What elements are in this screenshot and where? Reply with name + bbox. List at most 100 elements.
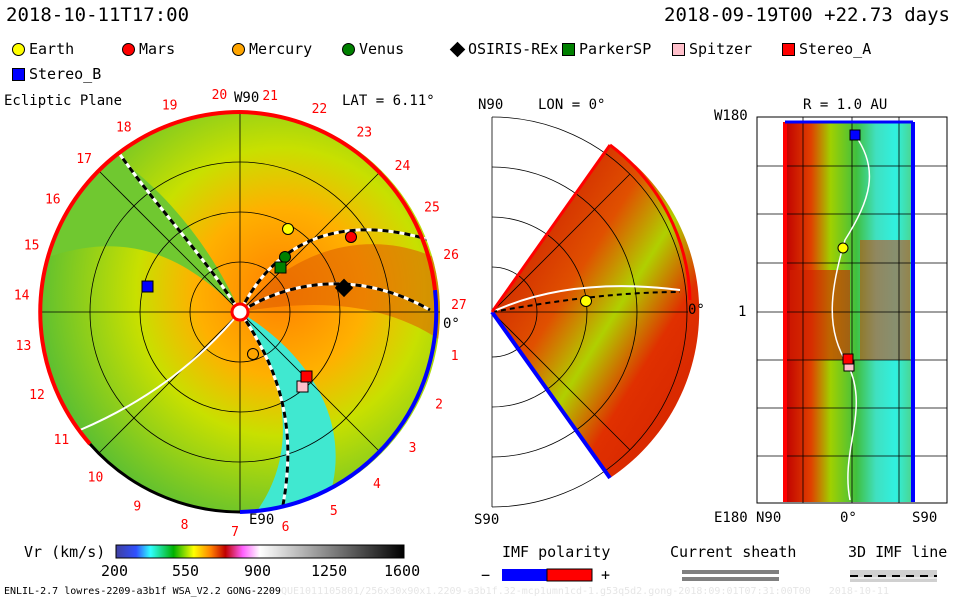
legend-item-spitzer: Spitzer: [672, 40, 752, 58]
earth-marker-meridional: [580, 295, 592, 307]
carrington-label: 13: [16, 339, 32, 354]
legend-label: Spitzer: [689, 40, 753, 58]
imf-positive-swatch: [546, 568, 593, 582]
legend-item-mars: Mars: [122, 40, 175, 58]
earth-marker: [282, 223, 294, 235]
colorbar-tick: 900: [244, 562, 272, 580]
legend-item-venus: Venus: [342, 40, 404, 58]
colorbar-label: Vr (km/s): [24, 543, 106, 561]
colorbar-tick: 550: [172, 562, 200, 580]
carrington-label: 22: [312, 102, 328, 117]
current-sheath-label: Current sheath: [670, 543, 797, 561]
slow-wind-region: [240, 312, 336, 512]
radial-x-mid: 0°: [840, 510, 857, 526]
simulation-time: 2018-10-11T17:00: [6, 4, 190, 26]
radial-mid-label: 1: [738, 304, 747, 320]
venus-marker: [279, 251, 291, 263]
stereo-a-marker-radial: [842, 353, 854, 365]
mercury-marker: [247, 348, 259, 360]
run-id: QUE1011105801/256x30x90x1.2209-a3b1f.32-…: [280, 586, 811, 597]
carrington-label: 15: [24, 239, 40, 254]
carrington-label: 16: [45, 192, 61, 207]
ecliptic-bottom-label: E90: [249, 512, 275, 528]
stereo-a-marker: [300, 370, 313, 383]
model-string: ENLIL-2.7 lowres-2209-a3b1f WSA_V2.2 GON…: [4, 586, 281, 597]
legend-label: Mars: [139, 40, 176, 58]
radial-x-right: S90: [912, 510, 938, 526]
radial-x-left: N90: [756, 510, 782, 526]
colorbar-tick: 1250: [311, 562, 348, 580]
legend-item-parkersp: ParkerSP: [562, 40, 651, 58]
legend-label: Venus: [359, 40, 405, 58]
ecliptic-title: Ecliptic Plane: [4, 93, 123, 109]
carrington-label: 3: [409, 441, 417, 456]
circle-icon: [342, 42, 355, 56]
carrington-label: 18: [116, 120, 132, 135]
radial-top-label: W180: [714, 108, 748, 124]
mars-marker: [345, 231, 357, 243]
parkersp-marker: [274, 261, 287, 274]
square-icon: [12, 67, 25, 81]
ecliptic-top-label: W90: [234, 90, 260, 106]
stereo-b-marker-radial: [849, 129, 861, 141]
legend-item-mercury: Mercury: [232, 40, 312, 58]
carrington-label: 10: [88, 471, 104, 486]
ecliptic-lat: LAT = 6.11°: [342, 93, 435, 109]
radial-bottom-label: E180: [714, 510, 748, 526]
carrington-label: 2: [435, 397, 443, 412]
square-icon: [672, 42, 685, 56]
carrington-label: 4: [373, 477, 381, 492]
ecliptic-right-label: 0°: [443, 316, 460, 332]
carrington-label: 5: [330, 504, 338, 519]
carrington-label: 14: [14, 288, 30, 303]
radial-title: R = 1.0 AU: [803, 97, 888, 113]
legend-item-earth: Earth: [12, 40, 74, 58]
footer-date: 2018-10-11: [828, 586, 889, 597]
negative-polarity-arc: [239, 289, 439, 514]
legend-label: Stereo_B: [29, 65, 102, 83]
carrington-label: 24: [395, 159, 411, 174]
carrington-label: 1: [451, 349, 459, 364]
meridional-right-label: 0°: [688, 302, 705, 318]
carrington-label: 26: [443, 248, 459, 263]
legend-label: OSIRIS-REx: [468, 40, 559, 58]
run-time: 2018-09-19T00 +22.73 days: [664, 4, 950, 26]
carrington-label: 23: [356, 126, 372, 141]
legend-item-osiris-rex: OSIRIS-REx: [449, 40, 559, 58]
carrington-label: 9: [133, 499, 141, 514]
square-icon: [782, 42, 795, 56]
circle-icon: [122, 42, 135, 56]
velocity-colorbar: [115, 544, 405, 559]
earth-marker-radial: [837, 242, 849, 254]
carrington-label: 21: [262, 89, 278, 104]
imf-negative-swatch: [502, 569, 547, 581]
legend-label: Mercury: [249, 40, 313, 58]
current-sheath-lines: [79, 139, 431, 512]
model-info: ENLIL-2.7 lowres-2209-a3b1f WSA_V2.2 GON…: [4, 586, 889, 597]
osiris-rex-marker: [334, 278, 354, 298]
legend-label: Earth: [29, 40, 75, 58]
carrington-label: 20: [212, 88, 228, 103]
carrington-label: 27: [451, 298, 467, 313]
legend-label: Stereo_A: [799, 40, 872, 58]
meridional-lon: LON = 0°: [538, 97, 606, 113]
carrington-label: 19: [162, 99, 178, 114]
carrington-label: 17: [76, 152, 92, 167]
meridional-velocity-field: [492, 145, 700, 478]
carrington-label: 25: [424, 201, 440, 216]
imf-minus: −: [481, 566, 491, 584]
imf-plus: +: [601, 566, 611, 584]
meridional-bottom-label: S90: [474, 512, 500, 528]
radial-panel: [756, 116, 948, 504]
positive-polarity-arc: [38, 110, 241, 446]
carrington-label: 11: [54, 433, 70, 448]
carrington-label: 12: [29, 388, 45, 403]
meridional-panel: [490, 116, 700, 508]
carrington-label: 7: [231, 525, 239, 540]
circle-icon: [12, 42, 25, 56]
legend-label: ParkerSP: [579, 40, 652, 58]
circle-icon: [232, 42, 245, 56]
